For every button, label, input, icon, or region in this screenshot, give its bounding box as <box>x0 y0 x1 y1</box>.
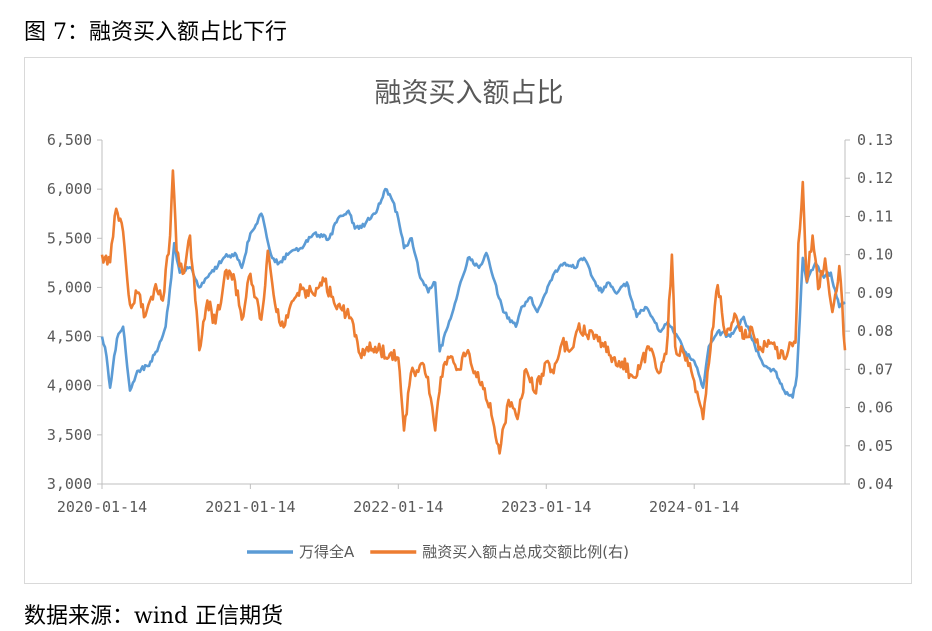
y-right-tick-label: 0.11 <box>857 207 893 225</box>
y-left-tick-label: 3,500 <box>47 426 92 444</box>
x-tick-label: 2024-01-14 <box>649 498 739 516</box>
y-right-tick-label: 0.10 <box>857 246 893 264</box>
chart-axes: 3,000 3,500 4,000 4,500 5,000 5,500 6,000 6,500… <box>47 131 893 516</box>
y-left-tick-label: 4,000 <box>47 377 92 395</box>
chart-frame: 融资买入额占比 3,000 3,500 4,000 4,500 5,000 5,500 6,… <box>24 57 912 584</box>
legend-label-1: 融资买入额占总成交额比例(右) <box>422 543 629 561</box>
y-right-tick-label: 0.04 <box>857 475 893 493</box>
y-right-tick-label: 0.13 <box>857 131 893 149</box>
chart-legend: 万得全A 融资买入额占总成交额比例(右) <box>247 543 629 561</box>
chart-title: 融资买入额占比 <box>375 78 564 109</box>
y-right-tick-label: 0.12 <box>857 169 893 187</box>
y-right-tick-label: 0.08 <box>857 322 893 340</box>
legend-label-0: 万得全A <box>299 543 355 561</box>
x-tick-label: 2020-01-14 <box>57 498 147 516</box>
y-left-tick-label: 3,000 <box>47 475 92 493</box>
y-right-tick-label: 0.05 <box>857 437 893 455</box>
y-left-tick-label: 5,000 <box>47 278 92 296</box>
figure-caption: 图 7：融资买入额占比下行 <box>24 20 287 45</box>
y-right-tick-label: 0.06 <box>857 399 893 417</box>
y-right-tick-label: 0.09 <box>857 284 893 302</box>
series-line-0 <box>100 187 846 399</box>
series-layer <box>100 169 847 455</box>
y-left-tick-label: 6,000 <box>47 180 92 198</box>
x-tick-label: 2022-01-14 <box>353 498 443 516</box>
chart-svg: 融资买入额占比 3,000 3,500 4,000 4,500 5,000 5,500 6,… <box>47 78 893 561</box>
y-left-tick-label: 6,500 <box>47 131 92 149</box>
x-tick-label: 2021-01-14 <box>205 498 295 516</box>
y-left-tick-label: 4,500 <box>47 328 92 346</box>
source-note: 数据来源：wind 正信期货 <box>24 604 284 629</box>
y-right-tick-label: 0.07 <box>857 360 893 378</box>
series-line-1 <box>100 169 847 455</box>
y-left-tick-label: 5,500 <box>47 229 92 247</box>
x-tick-label: 2023-01-14 <box>501 498 591 516</box>
